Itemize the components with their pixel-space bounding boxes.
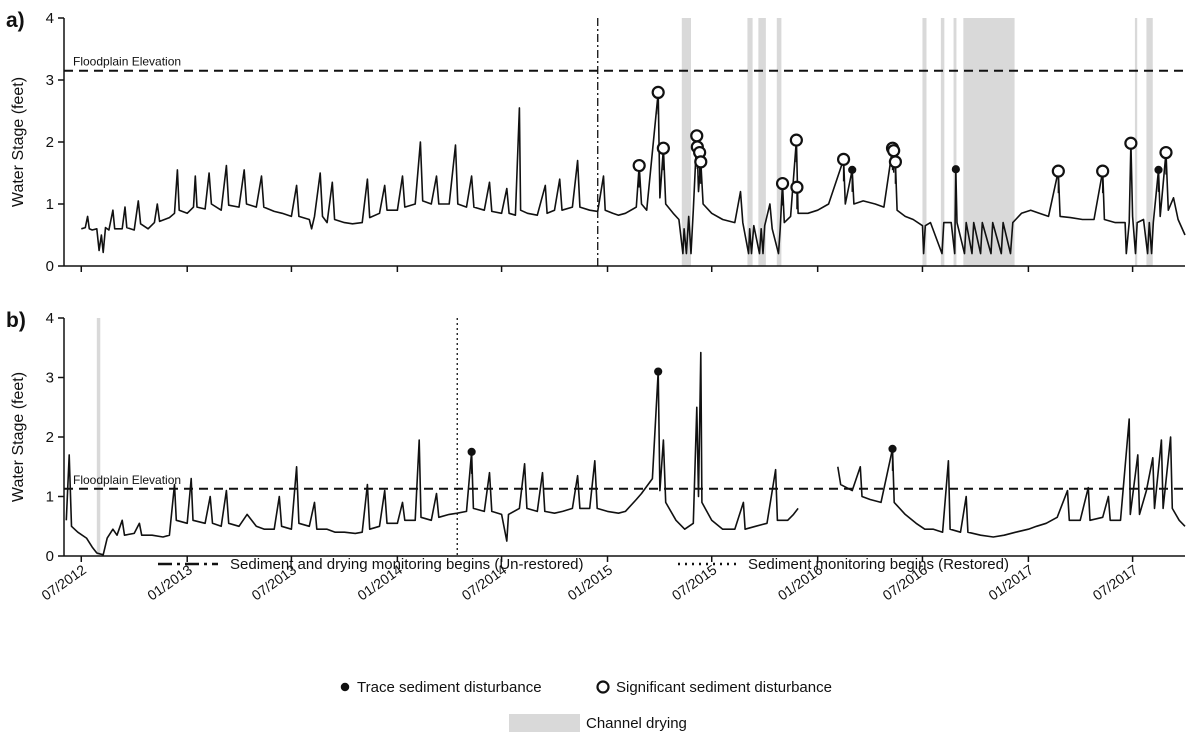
channel-drying-band: [953, 18, 957, 266]
x-tick-label: 01/2013: [144, 561, 195, 603]
significant-disturbance-marker: [632, 158, 646, 173]
channel-drying-band: [681, 18, 691, 266]
y-tick-label: 4: [46, 10, 54, 27]
channel-drying-band: [963, 18, 1015, 266]
panel-label: b): [6, 309, 26, 332]
panel-a: 0 1 2 3 4 Water Stage (feet) a) Floodplain Elev…: [6, 9, 1186, 275]
significant-disturbance-marker: [656, 141, 670, 155]
y-tick-label: 0: [46, 548, 54, 565]
trace-disturbance-marker: [848, 165, 857, 174]
y-tick-label: 3: [46, 370, 54, 387]
channel-drying-band: [922, 18, 927, 266]
y-tick-label: 1: [46, 196, 54, 213]
trace-disturbance-marker: [951, 165, 960, 174]
channel-drying-band: [747, 18, 753, 266]
trace-disturbance-marker: [467, 447, 476, 456]
significant-disturbance-marker: [1124, 136, 1138, 150]
trace-disturbance-marker: [888, 444, 897, 453]
legend-significant-marker: [596, 680, 610, 694]
significant-disturbance-marker: [690, 129, 704, 143]
significant-disturbance-marker: [887, 144, 901, 158]
panel-b: 0 1 2 3 4 Water Stage (feet) b) Floodplain Elev…: [6, 309, 1186, 565]
significant-disturbance-marker: [1051, 164, 1065, 178]
channel-drying-band: [758, 18, 766, 266]
x-tick-label: 07/2015: [669, 561, 720, 603]
legend-trace-label: Trace sediment disturbance: [357, 679, 542, 696]
y-tick-label: 3: [46, 72, 54, 89]
significant-disturbance-marker: [651, 85, 665, 100]
legend-drying-swatch: [509, 714, 580, 732]
legend-trace-marker: [340, 682, 350, 692]
significant-disturbance-marker: [789, 133, 803, 147]
y-tick-label: 0: [46, 258, 54, 275]
water-stage-line: [65, 351, 1186, 556]
x-tick-label: 07/2012: [38, 561, 89, 603]
floodplain-elevation-label: Floodplain Elevation: [73, 55, 181, 69]
significant-disturbance-marker: [836, 152, 851, 166]
legend: Sediment and drying monitoring begins (U…: [158, 556, 1009, 732]
legend-dotted-label: Sediment monitoring begins (Restored): [748, 556, 1009, 573]
legend-dash-dot-label: Sediment and drying monitoring begins (U…: [230, 556, 584, 573]
trace-disturbance-marker: [1154, 165, 1163, 174]
significant-disturbance-marker: [888, 155, 902, 169]
floodplain-elevation-label: Floodplain Elevation: [73, 473, 181, 487]
significant-disturbance-marker: [694, 155, 708, 169]
significant-disturbance-marker: [775, 176, 790, 191]
significant-disturbance-marker: [1159, 145, 1173, 160]
water-stage-line: [81, 91, 1186, 255]
y-tick-label: 2: [46, 134, 54, 151]
legend-significant-label: Significant sediment disturbance: [616, 679, 832, 696]
trace-disturbance-marker: [654, 367, 663, 376]
x-tick-label: 07/2017: [1090, 561, 1141, 603]
significant-disturbance-marker: [1096, 164, 1110, 178]
y-axis-label: Water Stage (feet): [10, 77, 27, 207]
y-tick-label: 1: [46, 489, 54, 506]
significant-disturbance-marker: [790, 180, 804, 194]
channel-drying-band: [1146, 18, 1153, 266]
y-axis-label: Water Stage (feet): [10, 372, 27, 502]
panel-label: a): [6, 9, 25, 32]
legend-drying-label: Channel drying: [586, 715, 687, 732]
channel-drying-band: [96, 318, 101, 556]
channel-drying-band: [776, 18, 782, 266]
y-tick-label: 4: [46, 310, 54, 327]
channel-drying-band: [940, 18, 945, 266]
y-tick-label: 2: [46, 429, 54, 446]
